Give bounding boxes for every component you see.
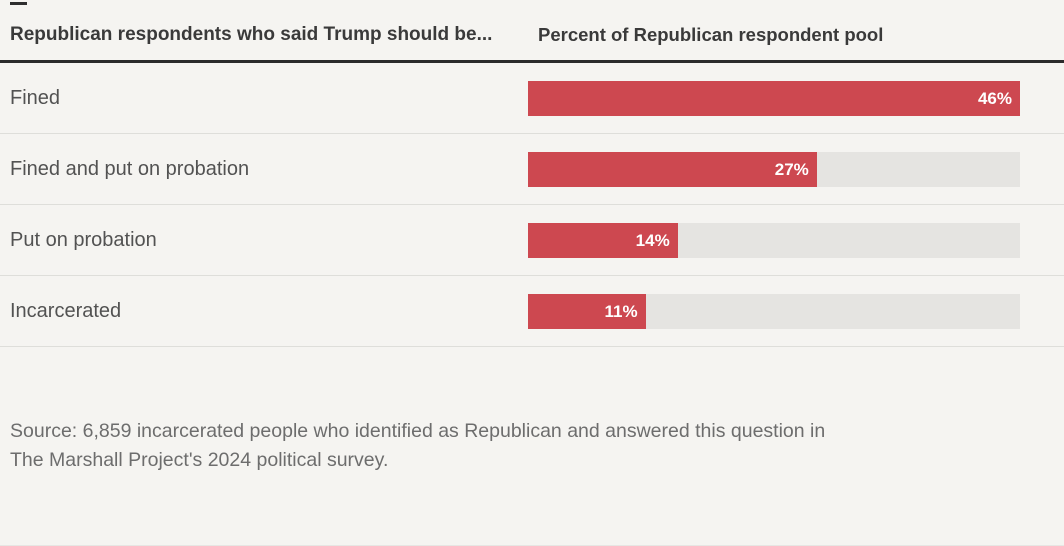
bar-value-label: 11% (604, 301, 638, 321)
bar-fill: 11% (528, 293, 646, 329)
bar-value-label: 14% (635, 230, 670, 250)
value-column-header: Percent of Republican respondent pool (538, 24, 884, 45)
bar-track: 27% (528, 151, 1020, 187)
chart-rows: Fined 46% Fined and put on probation 27%… (0, 63, 1064, 347)
chart-header: Republican respondents who said Trump sh… (0, 0, 1064, 60)
bar-fill: 46% (528, 80, 1020, 116)
top-dash-mark (10, 2, 27, 5)
category-label: Fined and put on probation (10, 157, 250, 180)
header-rule (0, 60, 1064, 63)
bar-value-label: 27% (774, 159, 809, 179)
row-column-header: Republican respondents who said Trump sh… (10, 24, 493, 45)
source-line-1: Source: 6,859 incarcerated people who id… (10, 420, 826, 442)
chart-row: Fined 46% (0, 63, 1064, 134)
category-label: Put on probation (10, 228, 157, 251)
chart-row: Fined and put on probation 27% (0, 134, 1064, 205)
category-label: Incarcerated (10, 299, 122, 322)
bar-fill: 27% (528, 151, 817, 187)
bar-track: 11% (528, 293, 1020, 329)
bar-track: 14% (528, 222, 1020, 258)
chart-row: Incarcerated 11% (0, 276, 1064, 347)
category-label: Fined (10, 86, 61, 109)
bar-value-label: 46% (977, 88, 1012, 108)
source-line-2: The Marshall Project's 2024 political su… (10, 449, 389, 471)
bar-track: 46% (528, 80, 1020, 116)
chart-row: Put on probation 14% (0, 205, 1064, 276)
source-note: Source: 6,859 incarcerated people who id… (10, 417, 1054, 475)
bar-fill: 14% (528, 222, 678, 258)
